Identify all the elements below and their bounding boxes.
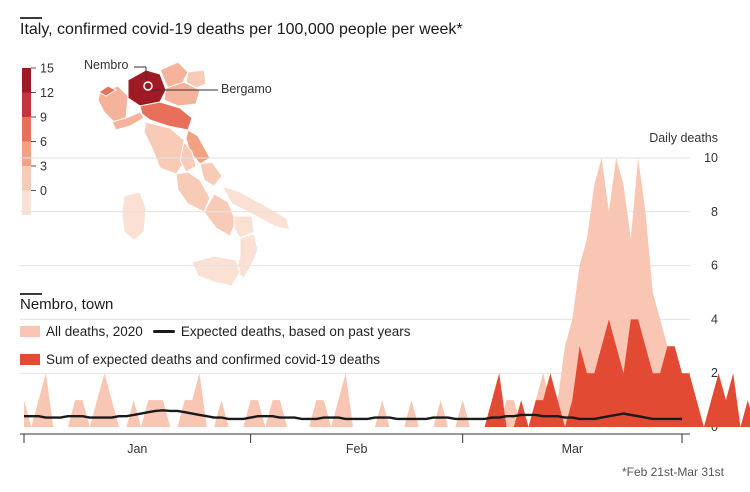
region-sardinia [121, 191, 147, 241]
map-scale-label: 9 [40, 111, 47, 125]
region-lombardy [127, 69, 167, 107]
x-month-label: Feb [346, 442, 368, 456]
y-axis-label: Daily deaths [649, 131, 718, 145]
region-veneto [163, 81, 201, 107]
region-aosta [98, 85, 118, 97]
map-scale-label: 0 [40, 184, 47, 198]
nembro-callout-label: Nembro [84, 58, 129, 72]
legend-label-sum: Sum of expected deaths and confirmed cov… [46, 352, 380, 367]
map-color-scale: 15 12 9 6 3 0 [22, 62, 54, 215]
legend-swatch-all-deaths [20, 326, 40, 337]
region-calabria [235, 233, 259, 279]
bergamo-callout-label: Bergamo [221, 82, 272, 96]
map-scale-band [22, 141, 31, 166]
nembro-marker [143, 81, 153, 91]
y-tick-label: 6 [711, 259, 718, 273]
legend-row-1: All deaths, 2020 Expected deaths, based … [20, 324, 410, 339]
footnote: *Feb 21st-Mar 31st [621, 465, 724, 479]
region-liguria [111, 111, 145, 131]
region-sicily [191, 255, 241, 287]
map-scale-band [22, 68, 31, 93]
chart-title: Italy, confirmed covid-19 deaths per 100… [20, 21, 463, 38]
map-scale-label: 15 [40, 62, 54, 76]
subtitle-rule [20, 293, 42, 295]
legend-label-expected: Expected deaths, based on past years [180, 324, 411, 339]
legend-swatch-expected [152, 330, 175, 333]
y-tick-label: 2 [711, 366, 718, 380]
region-umbria [179, 140, 197, 173]
region-friuli [185, 69, 207, 89]
region-trentino [159, 61, 189, 89]
x-month-label: Mar [562, 442, 584, 456]
y-tick-label: 10 [704, 151, 718, 165]
map-scale-label: 12 [40, 86, 54, 100]
map-scale-label: 3 [40, 160, 47, 174]
italy-regions [97, 61, 291, 287]
map-scale-band [22, 92, 31, 117]
x-month-label: Jan [127, 442, 147, 456]
map-scale-label: 6 [40, 135, 47, 149]
town-chart-title: Nembro, town [20, 296, 114, 313]
legend-swatch-sum [20, 354, 40, 365]
map-scale-band [22, 166, 31, 191]
series-sum-area [477, 319, 750, 427]
legend-label-all-deaths: All deaths, 2020 [46, 324, 143, 339]
y-tick-label: 4 [711, 312, 718, 326]
region-abruzzo [199, 161, 223, 187]
region-basilicata [233, 215, 255, 239]
series-expected-line [24, 409, 682, 421]
region-puglia [220, 185, 291, 231]
region-lazio [175, 171, 211, 213]
title-rule [20, 17, 42, 19]
map-scale-band [22, 117, 31, 142]
y-tick-label: 8 [711, 205, 718, 219]
legend-row-2: Sum of expected deaths and confirmed cov… [20, 352, 380, 367]
map-scale-band [22, 190, 31, 215]
